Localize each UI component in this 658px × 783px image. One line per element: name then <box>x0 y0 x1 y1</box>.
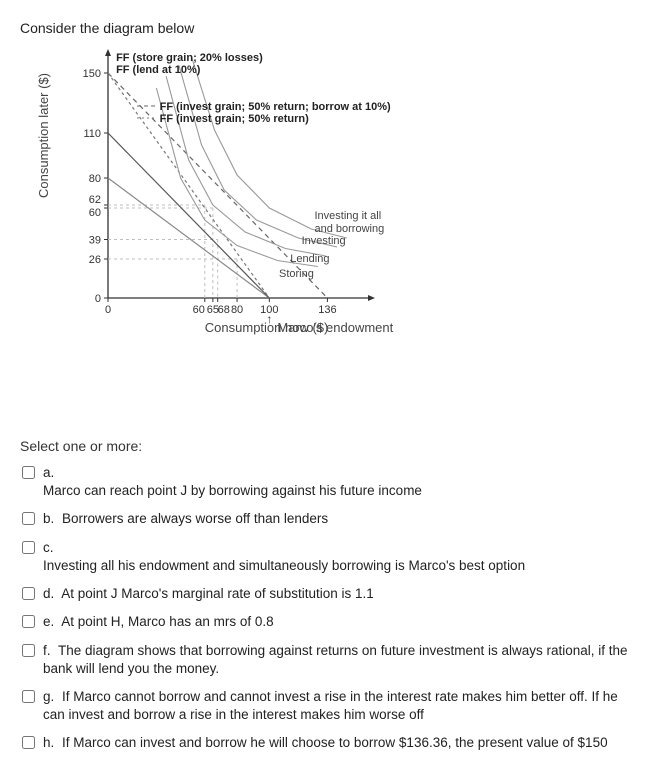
chart-container: Consumption later ($) 026396062801101500… <box>50 48 430 378</box>
svg-text:39: 39 <box>89 235 101 247</box>
option-text: f. The diagram shows that borrowing agai… <box>43 642 638 678</box>
svg-text:136: 136 <box>318 304 336 316</box>
svg-text:Marco's endowment: Marco's endowment <box>277 320 393 335</box>
option-checkbox[interactable] <box>22 615 35 628</box>
svg-text:68: 68 <box>218 304 230 316</box>
option-text: g. If Marco cannot borrow and cannot inv… <box>43 688 638 724</box>
svg-text:FF (invest grain; 50% return): FF (invest grain; 50% return) <box>160 113 309 125</box>
option-row: e. At point H, Marco has an mrs of 0.8 <box>20 613 638 631</box>
feasible-frontier-chart: 02639606280110150060656880100136Investin… <box>50 48 430 388</box>
option-checkbox[interactable] <box>22 736 35 749</box>
svg-text:0: 0 <box>95 293 101 305</box>
option-row: d. At point J Marco's marginal rate of s… <box>20 585 638 603</box>
svg-text:↑: ↑ <box>266 312 272 326</box>
option-checkbox[interactable] <box>22 644 35 657</box>
svg-text:60: 60 <box>193 304 205 316</box>
svg-text:Investing: Investing <box>302 235 346 247</box>
svg-text:FF (lend at 10%): FF (lend at 10%) <box>116 64 201 76</box>
svg-text:Storing: Storing <box>279 268 314 280</box>
svg-text:80: 80 <box>89 173 101 185</box>
svg-text:110: 110 <box>83 128 101 140</box>
question-prompt: Consider the diagram below <box>20 20 638 36</box>
svg-text:FF (invest grain; 50% return;: FF (invest grain; 50% return; borrow at … <box>160 101 391 113</box>
svg-text:Investing it all: Investing it all <box>315 210 382 222</box>
option-text: a.Marco can reach point J by borrowing a… <box>43 464 638 500</box>
option-row: f. The diagram shows that borrowing agai… <box>20 642 638 678</box>
option-checkbox[interactable] <box>22 466 35 479</box>
option-checkbox[interactable] <box>22 541 35 554</box>
option-row: c.Investing all his endowment and simult… <box>20 539 638 575</box>
svg-text:80: 80 <box>231 304 243 316</box>
option-text: b. Borrowers are always worse off than l… <box>43 510 638 528</box>
svg-text:150: 150 <box>83 68 101 80</box>
svg-text:60: 60 <box>89 207 101 219</box>
svg-text:FF (store grain; 20% losses): FF (store grain; 20% losses) <box>116 52 263 64</box>
svg-text:0: 0 <box>105 304 111 316</box>
option-checkbox[interactable] <box>22 512 35 525</box>
option-row: b. Borrowers are always worse off than l… <box>20 510 638 528</box>
options-list: a.Marco can reach point J by borrowing a… <box>20 464 638 753</box>
option-checkbox[interactable] <box>22 690 35 703</box>
svg-text:62: 62 <box>89 194 101 206</box>
option-checkbox[interactable] <box>22 587 35 600</box>
select-prompt: Select one or more: <box>20 438 638 454</box>
option-row: h. If Marco can invest and borrow he wil… <box>20 734 638 752</box>
y-axis-label: Consumption later ($) <box>36 73 51 198</box>
svg-text:Lending: Lending <box>290 253 329 265</box>
option-row: g. If Marco cannot borrow and cannot inv… <box>20 688 638 724</box>
option-text: h. If Marco can invest and borrow he wil… <box>43 734 638 752</box>
option-text: d. At point J Marco's marginal rate of s… <box>43 585 638 603</box>
option-row: a.Marco can reach point J by borrowing a… <box>20 464 638 500</box>
option-text: e. At point H, Marco has an mrs of 0.8 <box>43 613 638 631</box>
option-text: c.Investing all his endowment and simult… <box>43 539 638 575</box>
svg-text:26: 26 <box>89 254 101 266</box>
svg-text:and borrowing: and borrowing <box>315 223 385 235</box>
